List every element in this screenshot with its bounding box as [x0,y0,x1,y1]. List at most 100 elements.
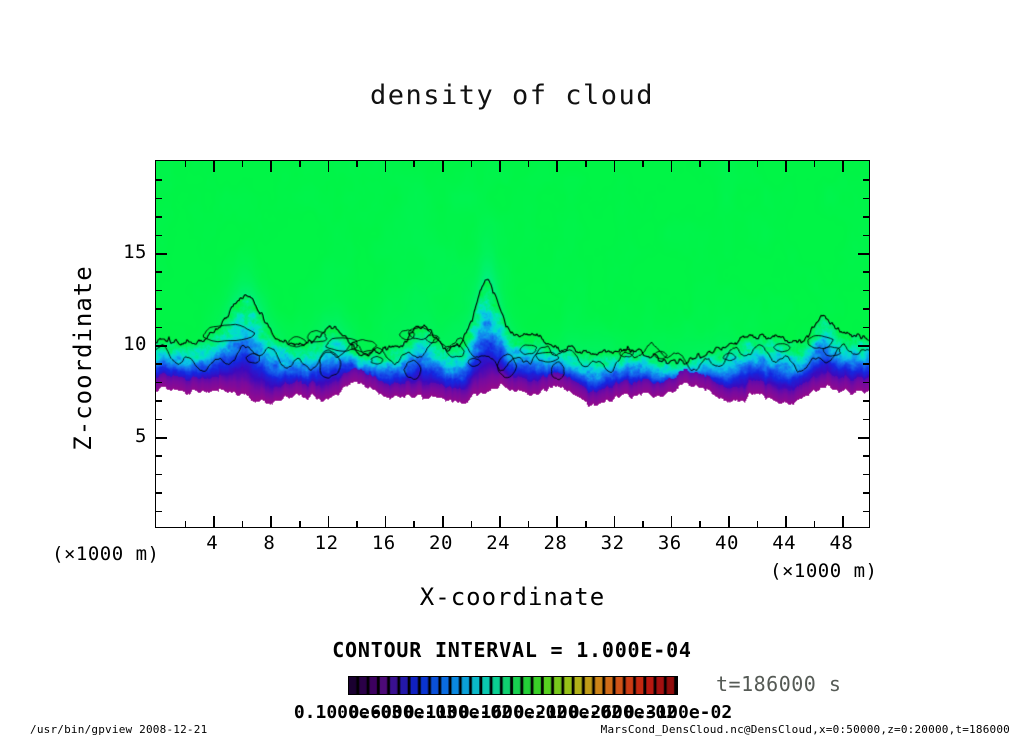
y-axis-tick [156,381,162,384]
x-axis-tick [842,161,844,172]
y-axis-tick [858,253,869,255]
y-axis-tick [156,510,162,513]
x-axis-tick [270,516,272,527]
y-axis-title: Z-coordinate [69,265,97,451]
time-annotation: t=186000 s [716,672,842,696]
y-axis-tick [863,216,869,218]
x-axis-tick [556,161,558,172]
x-axis-tick-label: 36 [657,532,682,554]
colorbar-tick-label: 0.2100e-02 [513,702,622,723]
x-axis-tick [241,161,244,167]
y-axis-tick [156,345,167,347]
colorbar-tick-label: 0.1000e-03 [293,702,403,723]
x-axis-title: X-coordinate [419,583,606,611]
x-axis-tick [728,161,730,172]
x-axis-tick [356,161,358,167]
colorbar [348,676,678,695]
x-axis-tick [299,161,301,167]
x-axis-tick [413,161,415,167]
y-axis-tick [863,271,869,273]
x-axis-tick [470,521,473,527]
x-axis-tick [585,521,587,527]
colorbar-tick-label: 0.3100e-02 [623,702,733,723]
colorbar-tick-label: 0.1100e-02 [403,702,513,723]
y-axis-tick [156,363,162,365]
x-axis-tick [470,161,473,167]
x-axis-tick [213,161,215,172]
plot-area [155,160,870,528]
x-axis-tick [728,516,730,527]
x-axis-tick [699,161,701,167]
x-axis-tick [527,161,530,167]
x-axis-tick [699,521,701,527]
x-axis-tick [613,161,616,172]
x-axis-tick [670,161,673,172]
contour-interval-label: CONTOUR INTERVAL = 1.000E-04 [332,638,692,662]
x-axis-tick [241,521,244,527]
y-axis-tick-label: 15 [123,241,147,263]
y-axis-tick [863,363,869,365]
y-axis-tick [863,179,869,181]
y-axis-tick [863,418,869,421]
x-axis-tick [642,161,644,167]
y-axis-tick [156,216,162,218]
x-axis-tick [756,161,759,167]
y-axis-tick [156,473,162,476]
x-axis-tick [785,516,787,527]
x-axis-tick [613,516,616,527]
x-axis-tick [184,161,187,167]
x-axis-tick-label: 44 [772,532,797,554]
y-axis-tick [156,308,162,310]
x-axis-tick [413,521,415,527]
y-axis-tick [863,326,869,329]
x-axis-unit: (×1000 m) [770,560,878,582]
y-axis-tick [863,400,869,402]
x-axis-tick [813,161,816,167]
x-axis-tick-label: 20 [429,532,453,554]
y-axis-tick [858,345,869,347]
x-axis-tick [670,516,673,527]
footer-dataset: MarsCond_DensCloud.nc@DensCloud,x=0:5000… [600,723,1010,736]
x-axis-tick [642,521,644,527]
y-axis-tick [156,289,162,292]
y-axis-tick [156,400,162,402]
x-axis-tick-label: 28 [543,532,568,554]
x-axis-tick [384,161,387,172]
x-axis-tick [527,521,530,527]
y-axis-tick [156,234,162,237]
x-axis-tick [270,161,272,172]
x-axis-tick-label: 48 [829,532,854,554]
x-axis-tick [442,161,444,172]
x-axis-tick [499,161,501,172]
colorbar-tick-label: 0.6000e-03 [348,702,457,723]
y-axis-tick [156,179,162,181]
x-axis-tick [813,521,816,527]
y-axis-tick-label: 5 [135,425,147,447]
y-axis-tick [156,437,167,439]
colorbar-tick-label: 0.1600e-02 [458,702,568,723]
y-axis-tick [863,289,869,292]
x-axis-tick [785,161,787,172]
y-axis-tick [156,197,162,200]
y-axis-tick [156,271,162,273]
x-axis-tick [356,521,358,527]
y-axis-tick [863,308,869,310]
y-axis-tick [863,510,869,513]
x-axis-tick [384,516,387,527]
y-axis-tick [863,381,869,384]
x-axis-tick-label: 32 [600,532,625,554]
y-axis-tick [858,437,869,439]
x-axis-tick [299,521,301,527]
footer-command: /usr/bin/gpview 2008-12-21 [30,723,208,736]
y-axis-tick [156,253,167,255]
x-axis-tick-label: 16 [371,532,396,554]
x-axis-tick-label: 4 [206,532,219,554]
x-axis-tick [499,516,501,527]
x-axis-tick [327,516,330,527]
x-axis-tick-label: 40 [715,532,739,554]
y-axis-tick [156,418,162,421]
x-axis-tick [842,516,844,527]
y-axis-tick [156,492,162,494]
x-axis-tick-label: 8 [263,532,276,554]
